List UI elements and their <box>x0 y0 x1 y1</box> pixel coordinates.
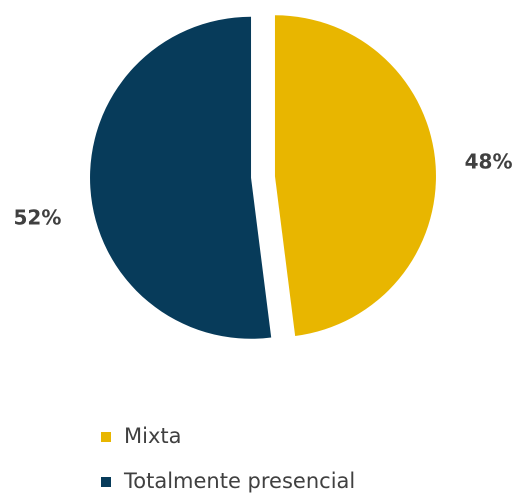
pie-slice <box>274 15 436 336</box>
data-label: 52% <box>14 206 62 230</box>
data-label: 48% <box>465 149 513 173</box>
legend-swatch <box>101 432 111 442</box>
legend-swatch <box>101 477 111 487</box>
legend-label: Mixta <box>124 424 181 448</box>
legend-label: Totalmente presencial <box>123 469 355 493</box>
pie-slice <box>90 16 272 339</box>
